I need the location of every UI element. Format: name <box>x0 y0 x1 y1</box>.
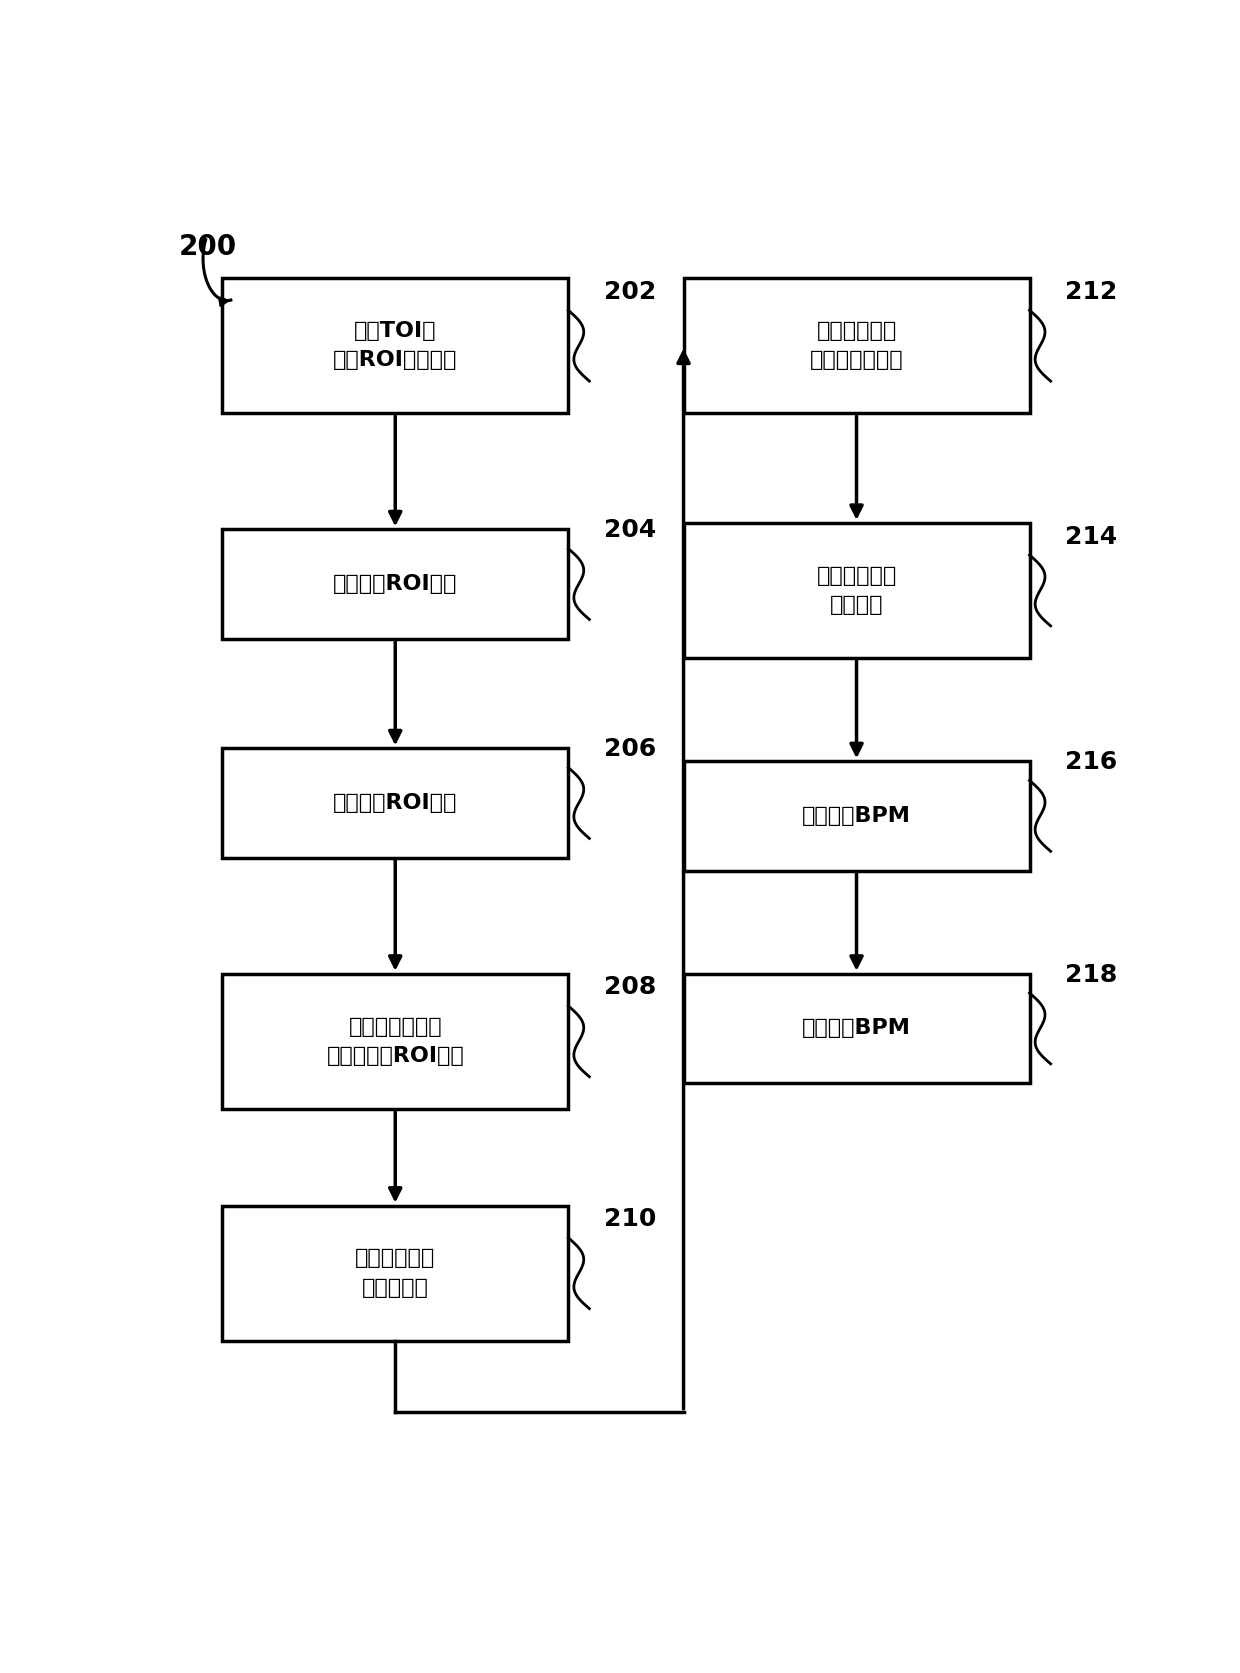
Text: 218: 218 <box>1065 962 1117 987</box>
Bar <box>683 278 1029 413</box>
Bar <box>222 748 568 858</box>
Text: 路由每个ROI信号: 路由每个ROI信号 <box>334 574 458 594</box>
Text: 216: 216 <box>1065 750 1117 775</box>
Text: 利用TOI从
每个ROI提取血流: 利用TOI从 每个ROI提取血流 <box>334 321 458 370</box>
Bar <box>222 529 568 639</box>
Text: 212: 212 <box>1065 279 1117 304</box>
Text: 204: 204 <box>604 519 656 542</box>
Bar <box>222 278 568 413</box>
Text: 202: 202 <box>604 279 656 304</box>
Text: 确定平均BPM: 确定平均BPM <box>802 806 911 826</box>
Text: 滤波每个ROI信号: 滤波每个ROI信号 <box>334 793 458 813</box>
Text: 将希尔伯特变换
应用于每个ROI信号: 将希尔伯特变换 应用于每个ROI信号 <box>326 1017 464 1066</box>
Text: 208: 208 <box>604 975 656 999</box>
Text: 输出平均BPM: 输出平均BPM <box>802 1019 911 1039</box>
Bar <box>683 524 1029 657</box>
Text: 将加权应用于
每个信号: 将加权应用于 每个信号 <box>816 565 897 616</box>
Text: 214: 214 <box>1065 525 1117 549</box>
Bar <box>683 974 1029 1082</box>
Text: 200: 200 <box>179 233 237 261</box>
Text: 将信号调整为
线性相位段: 将信号调整为 线性相位段 <box>355 1248 435 1298</box>
Bar <box>683 761 1029 870</box>
Bar <box>222 974 568 1109</box>
Text: 210: 210 <box>604 1208 656 1231</box>
Text: 206: 206 <box>604 738 656 761</box>
Text: 将差分滤波器
应用于每个信号: 将差分滤波器 应用于每个信号 <box>810 321 904 370</box>
Bar <box>222 1206 568 1340</box>
